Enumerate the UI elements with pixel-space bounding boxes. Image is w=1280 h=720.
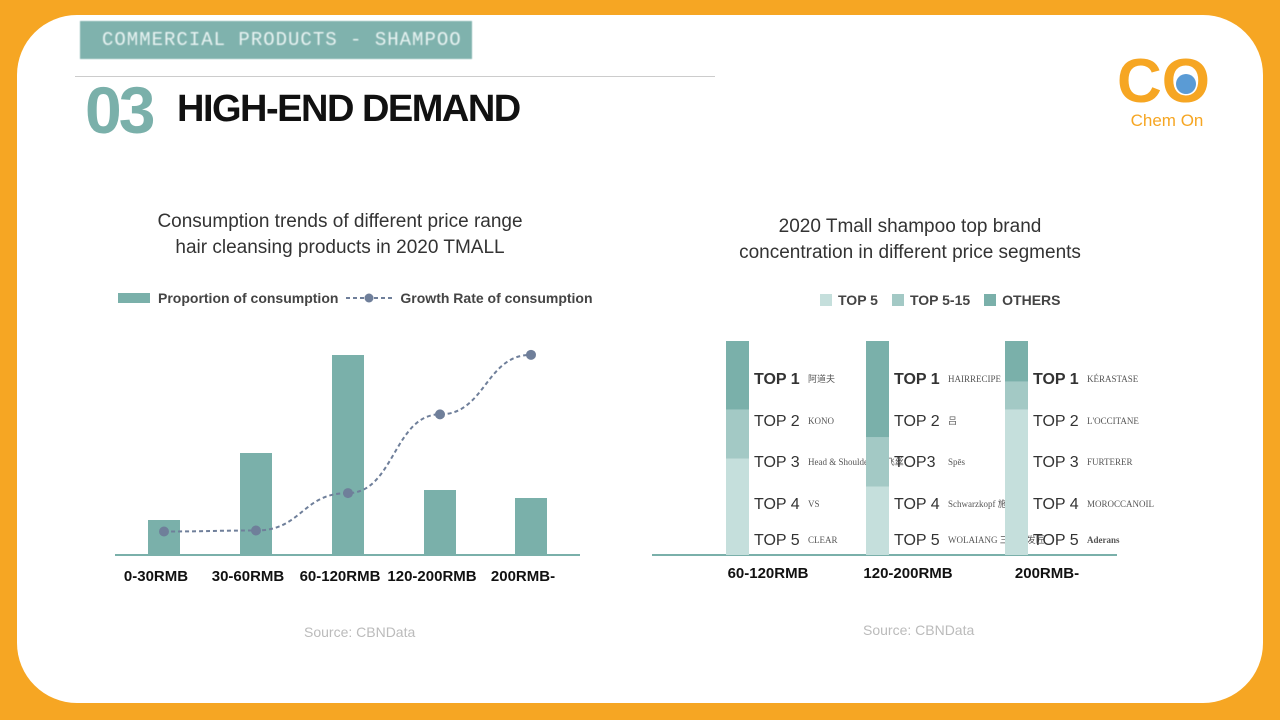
chart1-title-line: hair cleansing products in 2020 TMALL: [175, 237, 505, 258]
chart2-title-line: concentration in different price segment…: [739, 242, 1081, 263]
brand-logo: VS: [808, 499, 820, 509]
brand-logo: WOLAIANG 三个魔发匠: [948, 534, 1045, 545]
rank-label: TOP 1: [1033, 371, 1079, 388]
chart1-bar: [332, 355, 364, 555]
chart2-stack-segment: [726, 458, 749, 555]
rank-label: TOP 4: [894, 496, 940, 513]
rank-label: TOP3: [894, 454, 936, 471]
chart2-stack-segment: [866, 341, 889, 438]
legend-label: TOP 5: [838, 292, 878, 308]
rank-label: TOP 5: [1033, 532, 1079, 549]
rank-label: TOP 2: [1033, 413, 1079, 430]
chart1-growth-point: [435, 409, 445, 420]
chart2-stack-segment: [726, 409, 749, 459]
chart1-title: Consumption trends of different price ra…: [110, 209, 570, 261]
chart2-stack-segment: [726, 341, 749, 410]
chart1-growth-point: [251, 525, 261, 536]
svg-text:Chem On: Chem On: [1131, 111, 1204, 130]
brand-logo: Aderans: [1087, 535, 1120, 545]
legend-swatch: [820, 294, 832, 306]
chart1-x-label: 0-30RMB: [124, 568, 188, 585]
rank-label: TOP 1: [894, 371, 940, 388]
chart1-growth-point: [343, 488, 353, 499]
chart1-source: Source: CBNData: [304, 624, 416, 640]
chart2-source: Source: CBNData: [863, 622, 975, 638]
chart1-growth-line: [163, 353, 532, 533]
legend-label: Proportion of consumption: [158, 290, 339, 306]
brand-logo: L'OCCITANE: [1087, 416, 1139, 426]
chart1-bar: [240, 453, 272, 555]
divider: [75, 76, 715, 77]
section-tag: COMMERCIAL PRODUCTS - SHAMPOO: [80, 21, 472, 59]
page-title: HIGH-END DEMAND: [177, 88, 521, 130]
chart1-title-line: Consumption trends of different price ra…: [157, 211, 523, 232]
chart2-stack-segment: [866, 437, 889, 487]
brand-logo: 阿道夫: [808, 373, 835, 384]
brand-logo: 吕: [948, 416, 957, 426]
brand-logo: Head & Shoulders 海飞丝: [808, 456, 904, 467]
legend-label: TOP 5-15: [909, 292, 971, 308]
chart1-x-label: 30-60RMB: [212, 568, 285, 585]
rank-label: TOP 3: [1033, 454, 1079, 471]
chart1-growth-point: [526, 349, 536, 360]
chart2-x-label: 60-120RMB: [728, 565, 809, 582]
chart1-bar: [148, 520, 180, 555]
chart1-x-label: 60-120RMB: [300, 568, 381, 585]
chart2-stack-segment: [1005, 341, 1028, 382]
rank-label: TOP 2: [894, 413, 940, 430]
rank-label: TOP 1: [754, 371, 800, 388]
rank-label: TOP 4: [754, 496, 800, 513]
brand-logo: MOROCCANOIL: [1087, 499, 1154, 509]
rank-label: TOP 2: [754, 413, 800, 430]
rank-label: TOP 5: [894, 532, 940, 549]
chart2-legend: TOP 5 TOP 5-15 OTHERS: [820, 292, 1060, 308]
chart2-x-label: 200RMB-: [1015, 565, 1079, 582]
brand-logo: CLEAR: [808, 535, 838, 545]
brand-logo: KONO: [808, 416, 834, 426]
legend-line-swatch: [346, 293, 393, 303]
chart2-stack-segment: [1005, 381, 1028, 410]
legend-swatch: [891, 294, 904, 306]
chart2-title-line: 2020 Tmall shampoo top brand: [778, 216, 1042, 237]
legend-bar-swatch: [118, 293, 150, 303]
chart1-x-label: 200RMB-: [491, 568, 555, 585]
brand-logo: FURTERER: [1087, 457, 1132, 467]
chart1-legend: Proportion of consumption Growth Rate of…: [118, 290, 593, 306]
slide-card: [17, 15, 1263, 703]
rank-label: TOP 5: [754, 532, 800, 549]
chart2-x-label: 120-200RMB: [863, 565, 952, 582]
chem-on-logo: CO Chem On: [1117, 47, 1210, 130]
chart2-stack-segment: [1005, 409, 1028, 555]
chart1-x-label: 120-200RMB: [387, 568, 476, 585]
rank-label: TOP 4: [1033, 496, 1079, 513]
legend-label: OTHERS: [1002, 292, 1061, 308]
chart2-stack-segment: [866, 486, 889, 555]
brand-logo: Schwarzkopf 施华蔻: [948, 498, 1025, 509]
chart1-growth-point: [159, 526, 169, 537]
chart1-bar: [515, 498, 547, 555]
brand-logo: Spēs: [948, 457, 966, 467]
rank-label: TOP 3: [754, 454, 800, 471]
section-number: 03: [85, 73, 155, 147]
chart2-title: 2020 Tmall shampoo top brand concentrati…: [700, 214, 1120, 266]
legend-label: Growth Rate of consumption: [400, 290, 593, 306]
chart1-bar: [424, 490, 456, 555]
legend-swatch: [984, 294, 997, 306]
brand-logo: KÉRASTASE: [1087, 374, 1139, 384]
brand-logo: HAIRRECIPE: [948, 374, 1002, 384]
